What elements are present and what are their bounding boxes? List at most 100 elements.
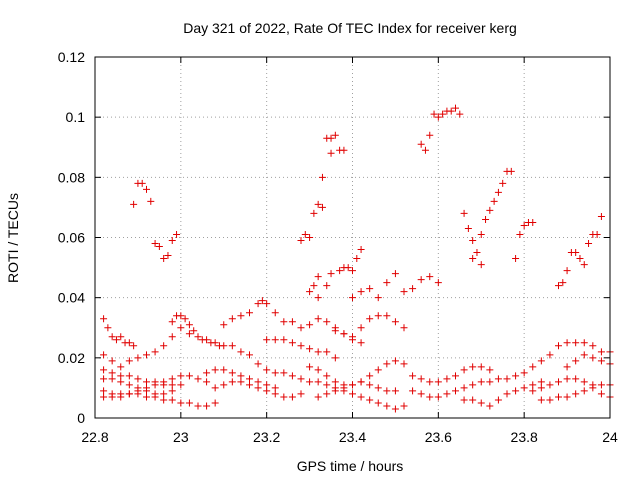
data-point [263, 300, 271, 308]
data-point [237, 372, 245, 380]
data-point [203, 336, 211, 344]
data-point [391, 387, 399, 395]
data-point [469, 381, 477, 389]
data-point [246, 351, 253, 359]
data-point [271, 309, 279, 317]
data-point [426, 393, 434, 401]
data-point [203, 378, 211, 386]
data-point [589, 354, 597, 362]
data-point [143, 185, 150, 193]
data-point [310, 209, 318, 217]
data-point [323, 390, 331, 398]
data-point [452, 372, 459, 380]
data-point [340, 330, 348, 338]
data-point [447, 107, 455, 115]
data-point [327, 134, 335, 142]
x-tick-label: 23.8 [511, 429, 538, 445]
data-point [220, 342, 228, 350]
data-point [108, 333, 116, 341]
data-point [138, 179, 146, 187]
data-point [297, 342, 305, 350]
data-point [434, 279, 442, 287]
data-point [537, 357, 545, 365]
data-point [374, 366, 382, 374]
data-point [477, 230, 485, 238]
data-point [366, 315, 374, 323]
data-point [426, 378, 434, 386]
data-point [486, 366, 494, 374]
data-point [460, 396, 468, 404]
data-point [211, 339, 219, 347]
data-point [512, 372, 520, 380]
data-point [391, 318, 399, 326]
data-point [211, 384, 219, 392]
data-point [288, 318, 296, 326]
data-point [580, 387, 588, 395]
data-point [555, 378, 562, 386]
data-point [529, 387, 537, 395]
data-point [314, 378, 322, 386]
data-point [477, 261, 485, 269]
data-point [464, 224, 472, 232]
data-point [228, 378, 236, 386]
data-point [173, 230, 181, 238]
data-point [185, 321, 193, 329]
data-point [177, 312, 185, 320]
data-point [430, 110, 438, 118]
data-point [336, 267, 344, 275]
x-tick-label: 23.4 [339, 429, 366, 445]
data-point [297, 237, 305, 245]
data-point [100, 393, 108, 401]
data-point [185, 372, 193, 380]
data-point [271, 369, 279, 377]
data-point [100, 351, 108, 359]
data-point [331, 378, 339, 386]
data-point [108, 357, 116, 365]
data-point [263, 387, 271, 395]
data-point [220, 381, 228, 389]
data-point [563, 267, 571, 275]
data-point [117, 378, 125, 386]
data-point [374, 384, 382, 392]
data-point [160, 378, 168, 386]
data-point [160, 255, 168, 263]
data-point [125, 381, 133, 389]
data-point [104, 324, 112, 332]
data-point [572, 339, 580, 347]
data-point [168, 387, 176, 395]
data-point [254, 300, 262, 308]
x-tick-label: 22.8 [81, 429, 108, 445]
data-point [125, 357, 133, 365]
data-point [160, 342, 168, 350]
data-point [100, 366, 108, 374]
data-point [147, 197, 155, 205]
data-point [323, 318, 331, 326]
data-point [228, 315, 236, 323]
data-point [456, 110, 464, 118]
data-point [331, 131, 339, 139]
data-point [576, 255, 584, 263]
y-axis-label: ROTI / TECUs [5, 193, 21, 283]
data-point [572, 390, 580, 398]
data-point [280, 369, 288, 377]
y-tick-label: 0.1 [66, 109, 86, 125]
data-point [100, 315, 108, 323]
data-point [168, 237, 176, 245]
data-point [417, 375, 425, 383]
data-point [237, 312, 245, 320]
data-point [134, 387, 142, 395]
data-point [280, 393, 288, 401]
data-point [434, 378, 442, 386]
data-point [469, 237, 477, 245]
data-point [494, 396, 502, 404]
data-point [254, 360, 262, 368]
data-point [151, 240, 159, 248]
data-point [143, 384, 150, 392]
data-point [383, 312, 391, 320]
data-point [134, 375, 142, 383]
data-point [177, 381, 185, 389]
data-point [597, 357, 605, 365]
data-point [563, 363, 571, 371]
data-point [318, 203, 326, 211]
data-point [306, 321, 314, 329]
